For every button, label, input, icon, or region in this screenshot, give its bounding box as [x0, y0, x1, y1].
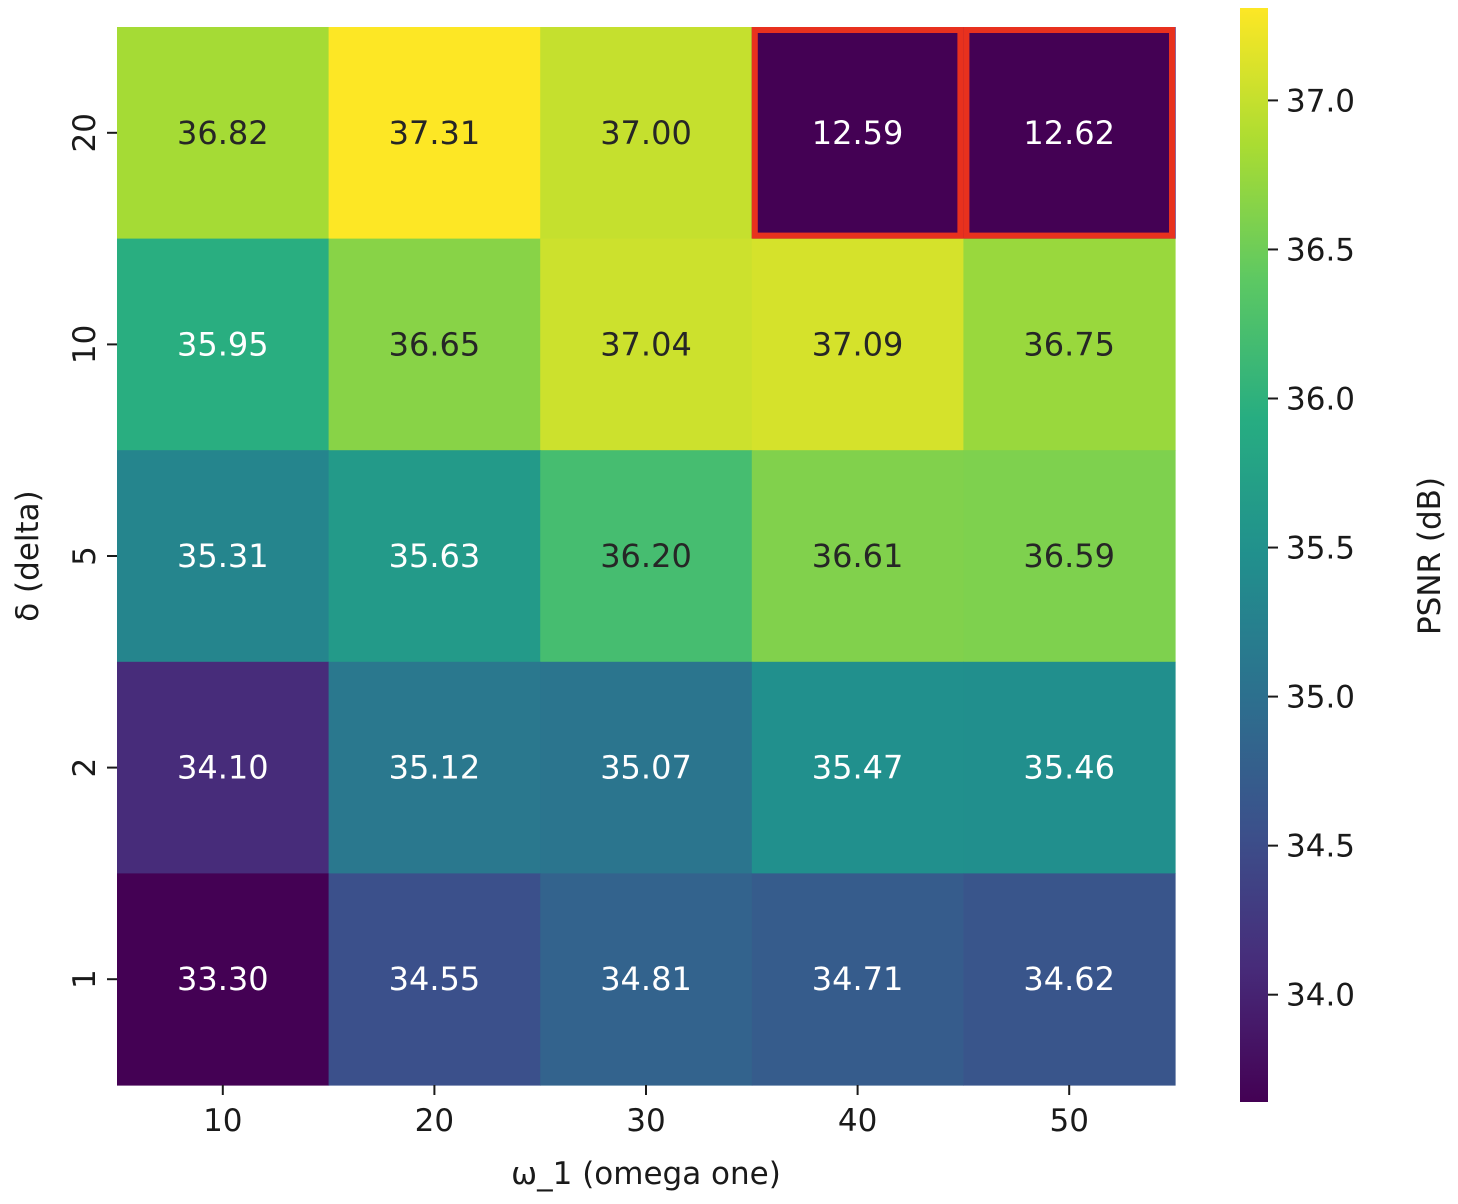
- cell-value-label: 12.62: [1023, 114, 1115, 152]
- colorbar: [1240, 8, 1268, 1102]
- colorbar-tick-label: 37.0: [1286, 83, 1355, 119]
- x-tick-label: 20: [415, 1103, 454, 1139]
- colorbar-label: PSNR (dB): [1412, 477, 1448, 635]
- y-tick-label: 10: [67, 325, 103, 364]
- cell-value-label: 35.47: [812, 749, 904, 787]
- colorbar-tick-label: 36.0: [1286, 382, 1355, 418]
- highlight-boxes: [751, 27, 1176, 239]
- heatmap-cells: 36.82 37.31 37.00 12.59 12.62 35.95 36.65 37.04…: [117, 27, 1176, 1086]
- x-tick-label: 40: [838, 1103, 877, 1139]
- cell-value-label: 36.20: [600, 537, 692, 575]
- heatmap-cell: [963, 27, 1176, 240]
- heatmap-cell: [117, 450, 330, 663]
- cell-value-label: 36.65: [389, 325, 481, 363]
- cell-value-label: 34.62: [1023, 960, 1115, 998]
- heatmap-cell: [751, 27, 964, 240]
- y-tick-label: 1: [67, 969, 103, 989]
- cell-value-label: 36.59: [1023, 537, 1115, 575]
- heatmap-cell: [963, 238, 1176, 451]
- y-axis: 20 10 5 2 1: [67, 113, 117, 989]
- x-tick-label: 30: [626, 1103, 665, 1139]
- highlight-box: [963, 27, 1176, 239]
- cell-value-label: 34.55: [389, 960, 481, 998]
- heatmap-cell: [963, 450, 1176, 663]
- colorbar-tick-label: 34.5: [1286, 829, 1355, 865]
- cell-value-label: 12.59: [812, 114, 904, 152]
- heatmap-cell: [117, 873, 330, 1086]
- cell-value-label: 36.82: [177, 114, 269, 152]
- x-axis-label: ω_1 (omega one): [511, 1156, 781, 1192]
- cell-value-label: 35.46: [1023, 749, 1115, 787]
- heatmap-cell: [963, 661, 1176, 874]
- heatmap-cell: [117, 238, 330, 451]
- heatmap-cell: [751, 873, 964, 1086]
- heatmap-cell: [751, 238, 964, 451]
- colorbar-tick-label: 35.5: [1286, 531, 1355, 567]
- cell-value-label: 36.75: [1023, 325, 1115, 363]
- heatmap-cell: [328, 873, 541, 1086]
- heatmap-cell: [751, 661, 964, 874]
- x-axis: 10 20 30 40 50: [203, 1085, 1089, 1139]
- cell-value-label: 35.95: [177, 325, 269, 363]
- heatmap-cell: [540, 238, 753, 451]
- cell-value-label: 37.31: [389, 114, 481, 152]
- y-axis-label: δ (delta): [10, 490, 46, 622]
- colorbar-tick-label: 34.0: [1286, 978, 1355, 1014]
- cell-value-label: 34.81: [600, 960, 692, 998]
- heatmap-cell: [540, 661, 753, 874]
- cell-value-label: 35.07: [600, 749, 692, 787]
- colorbar-ticks: 34.0 34.5 35.0 35.5 36.0 36.5 37.0: [1268, 83, 1355, 1014]
- x-tick-label: 10: [203, 1103, 242, 1139]
- heatmap-cell: [328, 661, 541, 874]
- y-tick-label: 2: [67, 758, 103, 778]
- heatmap-cell: [751, 450, 964, 663]
- heatmap-cell: [540, 450, 753, 663]
- cell-value-label: 35.63: [389, 537, 481, 575]
- cell-value-label: 34.71: [812, 960, 904, 998]
- cell-value-label: 37.00: [600, 114, 692, 152]
- heatmap-cell: [328, 27, 541, 240]
- x-tick-label: 50: [1049, 1103, 1088, 1139]
- highlight-box: [751, 27, 964, 239]
- cell-value-label: 36.61: [812, 537, 904, 575]
- y-tick-label: 20: [67, 113, 103, 152]
- heatmap-cell: [540, 873, 753, 1086]
- cell-value-label: 37.09: [812, 325, 904, 363]
- heatmap-cell: [540, 27, 753, 240]
- cell-value-label: 33.30: [177, 960, 269, 998]
- heatmap-cell: [963, 873, 1176, 1086]
- heatmap-cell: [328, 450, 541, 663]
- colorbar-tick-label: 35.0: [1286, 680, 1355, 716]
- y-tick-label: 5: [67, 546, 103, 566]
- cell-value-label: 37.04: [600, 325, 692, 363]
- heatmap-cell: [117, 661, 330, 874]
- colorbar-tick-label: 36.5: [1286, 232, 1355, 268]
- cell-value-label: 35.12: [389, 749, 481, 787]
- heatmap-cell: [328, 238, 541, 451]
- heatmap-cell: [117, 27, 330, 240]
- cell-value-label: 35.31: [177, 537, 269, 575]
- cell-value-label: 34.10: [177, 749, 269, 787]
